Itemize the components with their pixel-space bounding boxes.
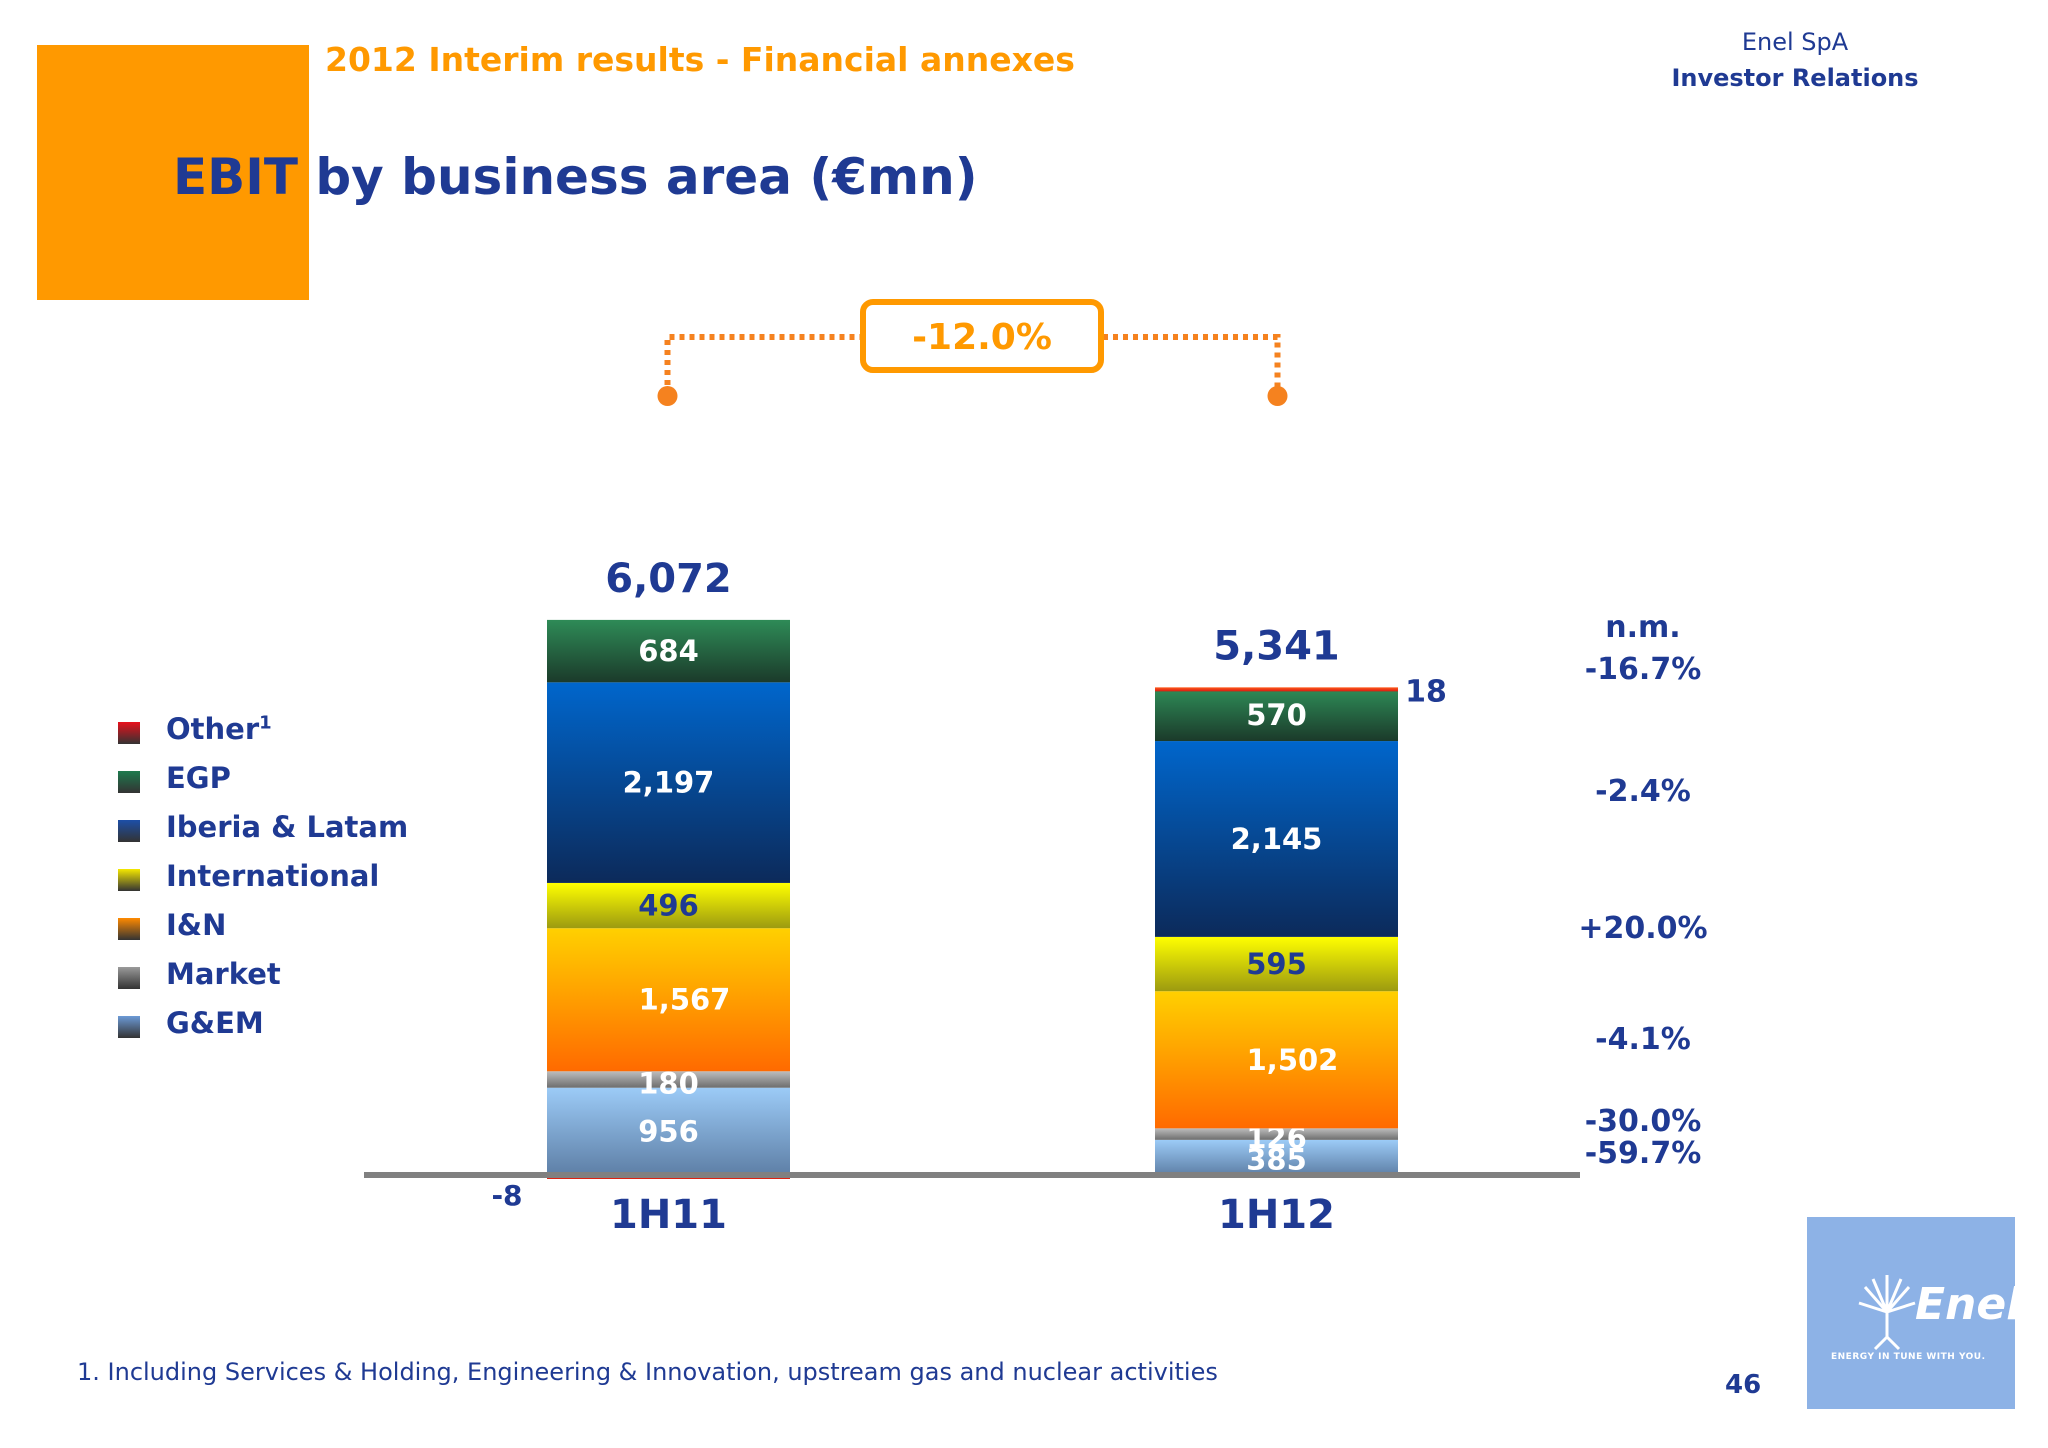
category-label-1h11: 1H11 [610,1192,727,1238]
legend-label-gem: G&EM [166,1006,264,1040]
company-block: Enel SpA Investor Relations [1645,28,1945,92]
enel-tree-icon [1858,1275,1916,1351]
bar-segment-egp-1h11 [547,619,790,683]
total-label-1h11: 6,072 [605,556,732,602]
legend-label-market: Market [166,957,281,991]
legend-swatch-egp [118,771,140,793]
data-label-iberia-latam-1h12: 2,145 [1231,822,1323,856]
total-label-1h12: 5,341 [1213,623,1340,669]
change-label-international: +20.0% [1578,911,1707,946]
brand-orange-block [37,45,309,300]
bar-segment-g-em-1h11 [547,1087,790,1175]
change-label-iberia-latam: -2.4% [1595,774,1691,809]
legend-label-international: International [166,859,380,893]
department-name: Investor Relations [1671,64,1919,92]
data-label-other-1h12: 18 [1405,674,1447,709]
logo-wordmark: Enel [1915,1279,2022,1330]
bar-segment-i-n-1h12 [1155,991,1398,1129]
data-label-g-em-1h12: 385 [1246,1142,1307,1176]
bar-segment-international-1h12 [1155,936,1398,992]
data-label-i-n-1h12: 1,502 [1247,1043,1339,1077]
data-label-international-1h12: 595 [1246,947,1307,981]
change-label-market: -30.0% [1585,1104,1702,1139]
bar-segment-i-n-1h11 [547,928,790,1072]
bar-segment-market-1h11 [547,1071,790,1088]
bar-segment-iberia-latam-1h12 [1155,741,1398,937]
enel-logo: Enel ENERGY IN TUNE WITH YOU. [1807,1217,2021,1409]
data-label-iberia-latam-1h11: 2,197 [623,766,715,800]
data-label-international-1h11: 496 [638,889,699,923]
legend-label-in: I&N [166,908,227,942]
bar-segment-iberia-latam-1h11 [547,682,790,883]
page-number: 46 [1725,1370,1762,1400]
legend-label-other: Other1 [166,712,272,746]
bar-segment-other-1h12 [1155,687,1398,692]
data-label-market-1h11: 180 [638,1067,699,1101]
data-label-egp-1h11: 684 [638,634,699,668]
legend-label-iberia-latam: Iberia & Latam [166,810,409,844]
change-label-egp: -16.7% [1585,652,1702,687]
bar-segment-g-em-1h12 [1155,1139,1398,1175]
bar-segment-market-1h12 [1155,1128,1398,1140]
category-label-1h12: 1H12 [1218,1192,1335,1238]
change-connector-left [664,334,862,395]
legend-swatch-iberia-latam [118,820,140,842]
logo-tagline: ENERGY IN TUNE WITH YOU. [1831,1352,1986,1362]
legend-label-egp: EGP [166,761,231,795]
legend-swatch-in [118,918,140,940]
data-label-g-em-1h11: 956 [638,1114,699,1148]
company-name: Enel SpA [1741,28,1849,56]
change-label-g-em: -59.7% [1585,1136,1702,1171]
connector-dot-left [657,386,678,406]
section-kicker: 2012 Interim results - Financial annexes [325,40,1075,79]
data-label-egp-1h12: 570 [1246,698,1307,732]
footnote-marker: 1 [259,712,272,734]
bar-segment-egp-1h12 [1155,689,1398,742]
change-label-other: n.m. [1605,610,1680,645]
change-badge [860,299,1104,373]
data-label-other-1h11: -8 [491,1179,522,1212]
connector-dot-right [1267,386,1288,406]
bar-segment-international-1h11 [547,882,790,929]
legend-swatch-market [118,967,140,989]
legend-swatch-gem [118,1016,140,1038]
data-label-i-n-1h11: 1,567 [639,983,731,1017]
change-badge-label: -12.0% [912,317,1052,358]
legend-swatch-other [118,722,140,744]
page-title: EBIT by business area (€mn) [173,148,978,206]
footnote: 1. Including Services & Holding, Enginee… [77,1358,1218,1386]
legend-swatch-international [118,869,140,891]
change-connector-right [1103,334,1281,395]
change-label-i-n: -4.1% [1595,1022,1691,1057]
